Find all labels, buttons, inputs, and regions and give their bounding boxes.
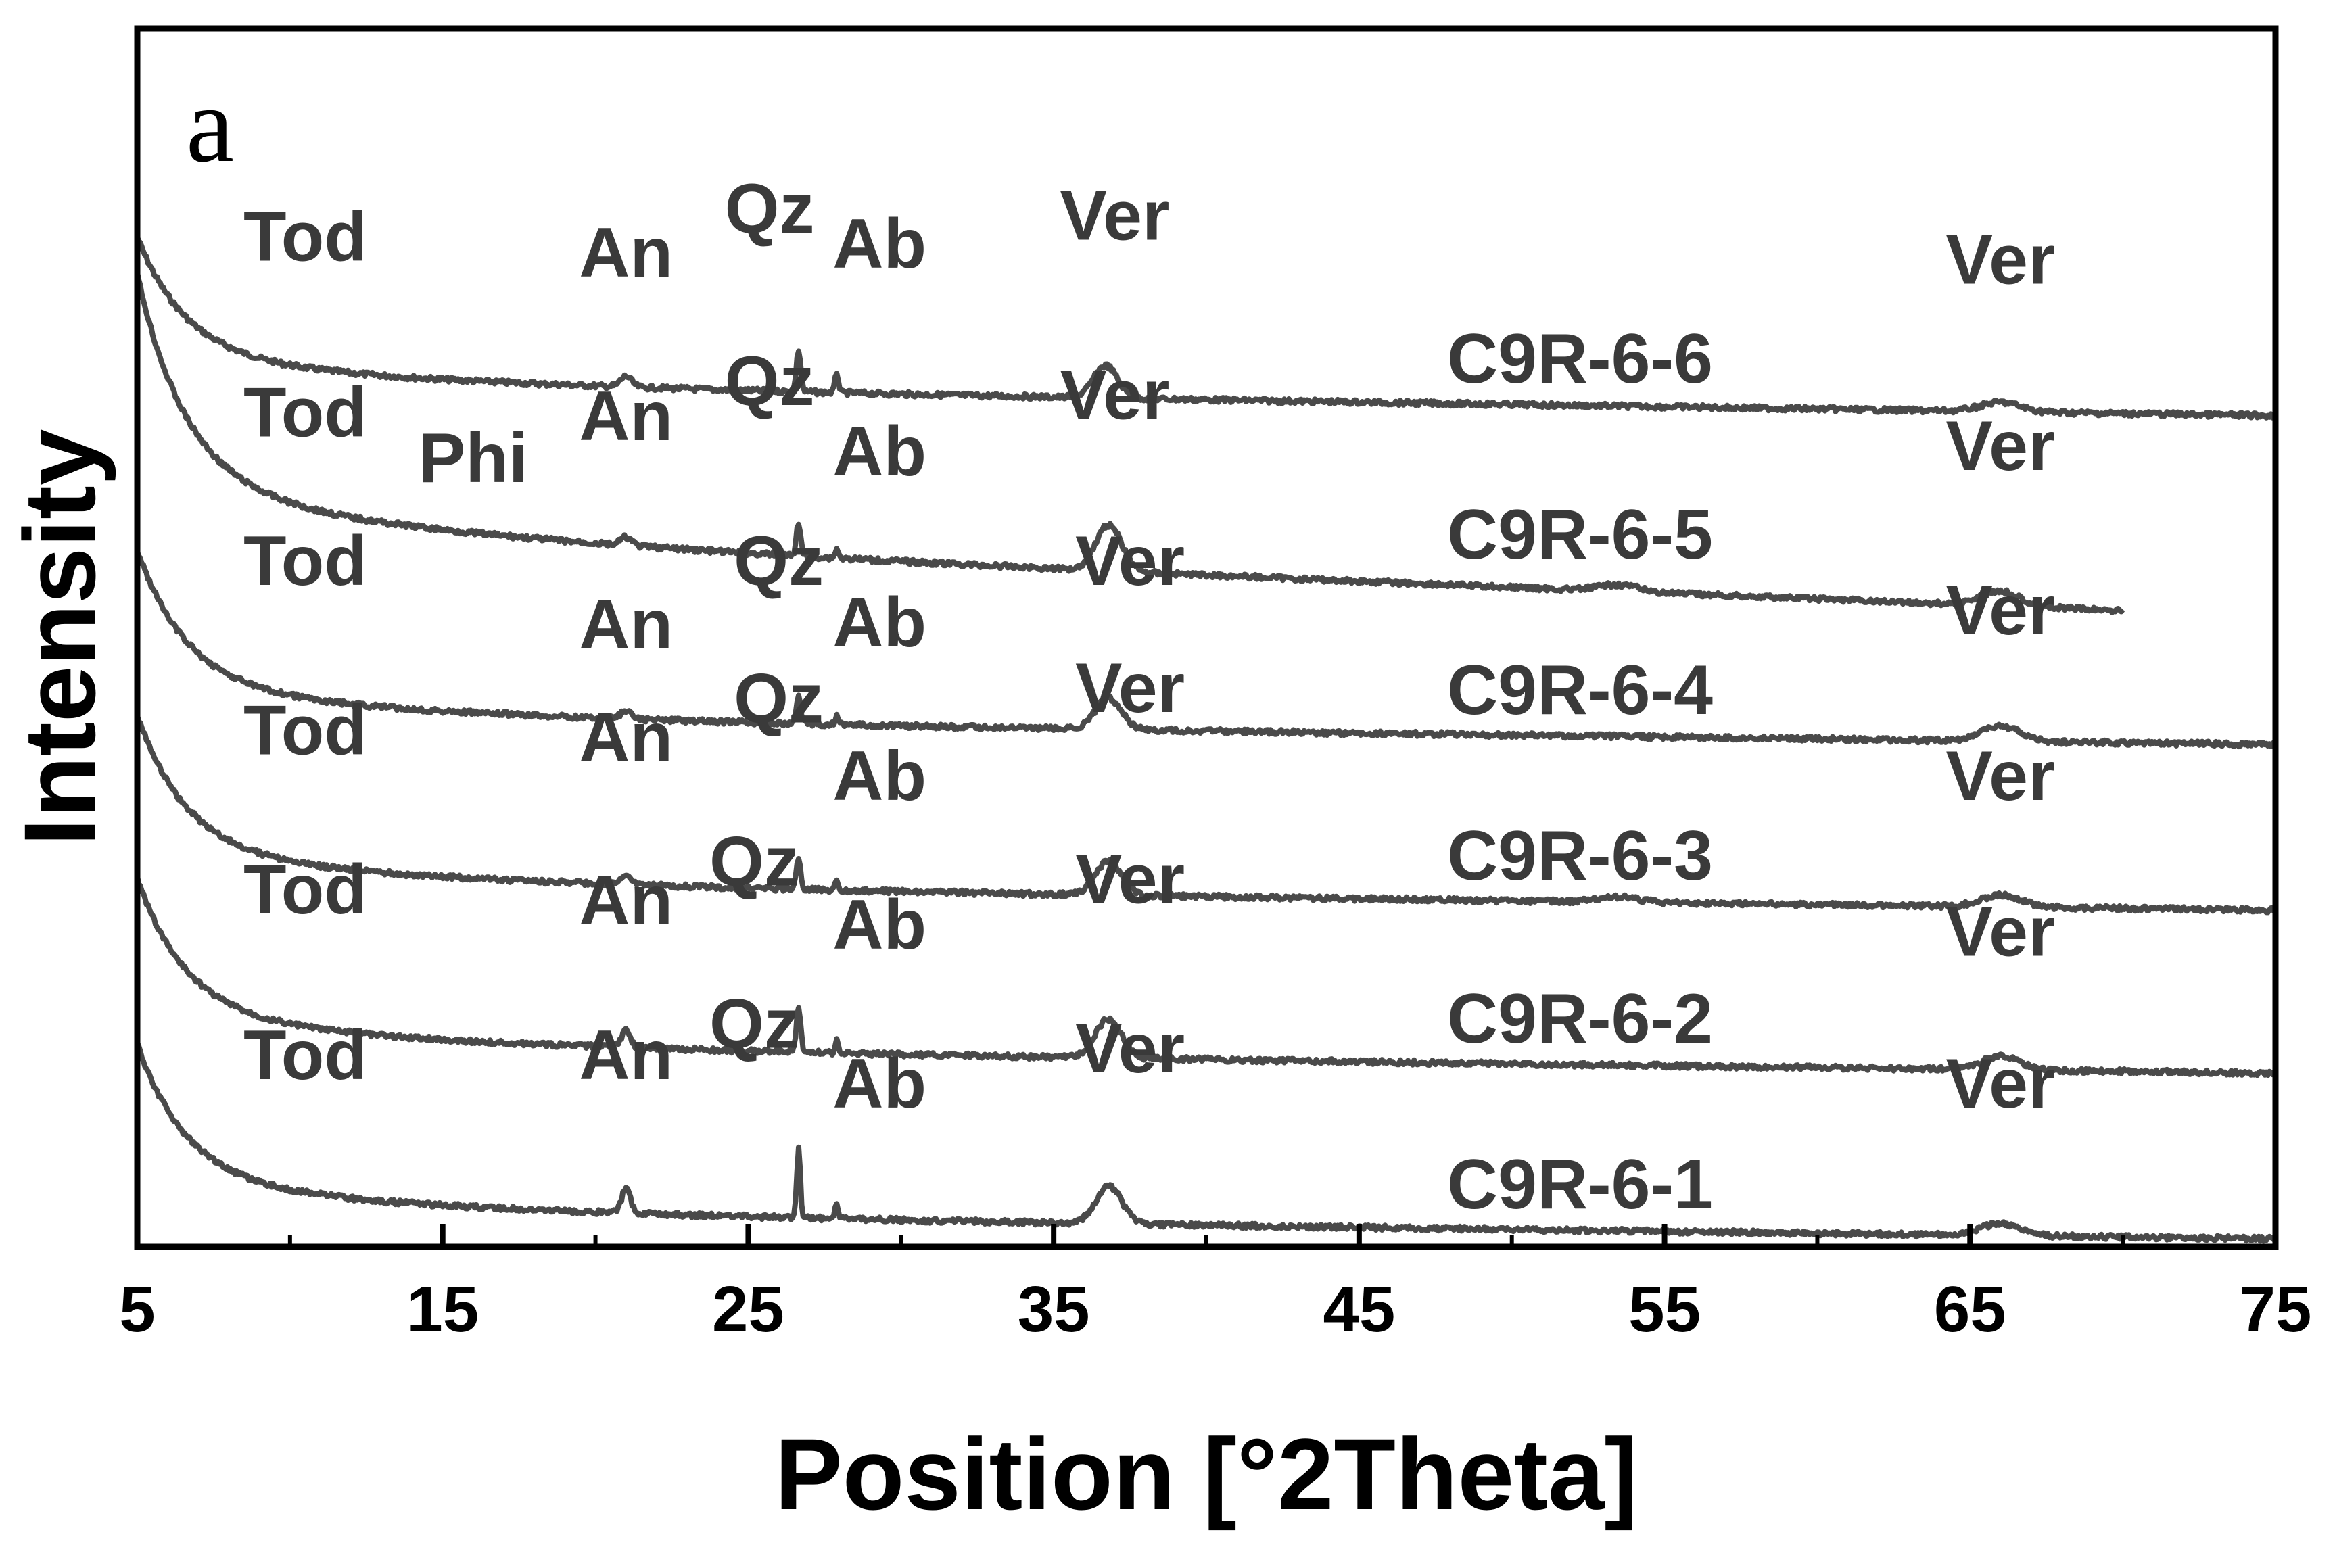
phase-label: Ver — [1060, 356, 1170, 435]
phase-label: An — [579, 377, 673, 456]
x-axis-ticks: 5 15 25 35 45 55 65 75 — [119, 1224, 2311, 1346]
phase-label: Ver — [1075, 522, 1185, 600]
phase-label: Ab — [832, 412, 926, 491]
x-tick-label: 15 — [406, 1273, 479, 1346]
phase-label: Ver — [1075, 1009, 1185, 1088]
panel-label: a — [186, 64, 234, 185]
phase-label: Tod — [243, 1016, 367, 1095]
xrd-trace — [135, 550, 2278, 750]
phase-label: Ab — [832, 205, 926, 283]
xrd-trace — [135, 876, 2278, 1078]
phase-label: An — [579, 214, 673, 292]
phase-label: An — [579, 1016, 673, 1095]
phase-label: Ver — [1945, 220, 2055, 299]
xrd-trace — [135, 272, 2125, 615]
x-axis-title: Position [°2Theta] — [775, 1417, 1638, 1531]
phase-label: Ab — [832, 886, 926, 964]
x-tick-label: 55 — [1628, 1273, 1701, 1346]
x-tick-label: 65 — [1934, 1273, 2006, 1346]
phase-label: Ab — [832, 737, 926, 815]
phase-label: Ver — [1060, 176, 1170, 255]
x-tick-label: 5 — [119, 1273, 155, 1346]
sample-name: C9R-6-1 — [1447, 1145, 1713, 1224]
trace-layer — [135, 236, 2278, 1244]
phase-label: Qz — [725, 170, 815, 248]
phase-label: Tod — [243, 522, 367, 600]
x-tick-label: 75 — [2240, 1273, 2312, 1346]
phase-label: Ver — [1945, 737, 2055, 815]
sample-name: C9R-6-3 — [1447, 817, 1713, 895]
phase-label: Qz — [725, 342, 815, 421]
sample-name: C9R-6-2 — [1447, 980, 1713, 1058]
sample-name: C9R-6-5 — [1447, 496, 1713, 574]
phase-label: Tod — [243, 691, 367, 769]
phase-label: Ver — [1945, 571, 2055, 650]
y-axis-title: Intensity — [3, 429, 116, 847]
phase-label: Tod — [243, 851, 367, 929]
phase-label: Ver — [1945, 893, 2055, 972]
phase-label: Ver — [1945, 407, 2055, 485]
x-tick-label: 25 — [712, 1273, 784, 1346]
phase-label: Qz — [734, 522, 824, 600]
phase-label: Ver — [1075, 649, 1185, 728]
phase-label: An — [579, 861, 673, 940]
phase-label: Ver — [1945, 1045, 2055, 1123]
phase-label: Qz — [709, 823, 799, 901]
phase-label: Phi — [419, 419, 528, 498]
phase-label: Tod — [243, 198, 367, 277]
phase-label: An — [579, 586, 673, 664]
sample-name: C9R-6-4 — [1447, 651, 1713, 730]
phase-label: Ver — [1075, 840, 1185, 919]
phase-label: Ab — [832, 584, 926, 662]
phase-label: Qz — [734, 660, 824, 738]
sample-name: C9R-6-6 — [1447, 320, 1713, 398]
phase-label: An — [579, 698, 673, 777]
x-tick-label: 35 — [1018, 1273, 1090, 1346]
xrd-trace — [135, 714, 2278, 916]
phase-label: Qz — [709, 984, 799, 1063]
xrd-trace — [135, 236, 2278, 421]
x-tick-label: 45 — [1323, 1273, 1395, 1346]
phase-label: Ab — [832, 1045, 926, 1123]
xrd-trace — [135, 1041, 2277, 1244]
phase-label: Tod — [243, 374, 367, 452]
